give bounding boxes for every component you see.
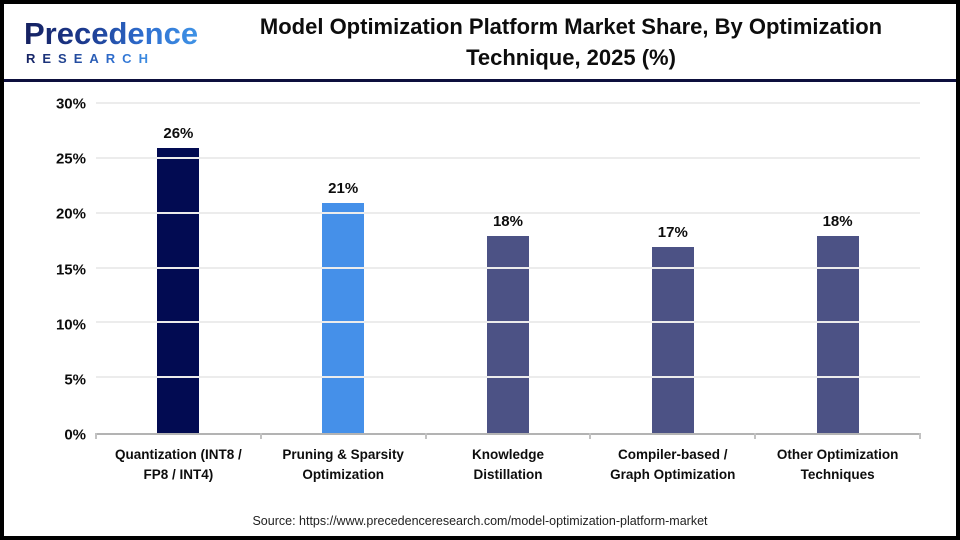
gridline <box>96 211 920 214</box>
x-axis-labels: Quantization (INT8 / FP8 / INT4) Pruning &… <box>96 445 920 485</box>
y-axis-labels: 0% 5% 10% 15% 20% 25% 30% <box>4 96 86 444</box>
gridline <box>96 321 920 324</box>
logo-wordmark: Precedence <box>24 16 199 51</box>
y-tick-label: 0% <box>64 426 86 444</box>
bar <box>486 235 529 433</box>
bar-value-label: 26% <box>163 124 194 142</box>
chart-title: Model Optimization Platform Market Share… <box>208 11 942 73</box>
x-axis-tick <box>754 433 757 439</box>
x-category-label-line: Graph Optimization <box>610 467 736 482</box>
y-tick-label: 15% <box>55 261 86 278</box>
x-axis-tick <box>95 433 97 439</box>
x-category-label: Compiler-based / Graph Optimization <box>590 445 755 485</box>
source-caption: Source: https://www.precedenceresearch.c… <box>252 514 708 528</box>
x-category-label-line: Compiler-based / <box>618 447 728 462</box>
header: Precedence RESEARCH Model Optimization P… <box>4 4 956 82</box>
x-category-label: Pruning & Sparsity Optimization <box>261 445 426 485</box>
gridline <box>96 266 920 269</box>
precedence-research-logo: Precedence RESEARCH <box>18 18 208 65</box>
x-axis-tick <box>424 433 427 439</box>
x-category-label: Knowledge Distillation <box>426 445 591 485</box>
bar-value-label: 21% <box>328 179 359 197</box>
x-category-label-line: Quantization (INT8 / <box>115 447 242 462</box>
x-category-label-line: FP8 / INT4) <box>143 467 214 482</box>
gridline <box>96 156 920 159</box>
x-axis-tick <box>919 433 921 439</box>
bar-cell: 18% <box>426 104 591 433</box>
chart-title-line2: Technique, 2025 (%) <box>466 44 676 70</box>
x-axis-tick <box>259 433 262 439</box>
y-tick-label: 30% <box>55 95 86 113</box>
x-category-label-line: Distillation <box>473 467 543 482</box>
bar <box>322 202 365 433</box>
x-category-label-line: Techniques <box>800 467 875 482</box>
plot-region: 26% 21% 18% 17% 18% <box>95 102 921 439</box>
x-category-label: Quantization (INT8 / FP8 / INT4) <box>96 445 261 485</box>
y-tick-label: 20% <box>55 205 86 223</box>
logo-subtitle: RESEARCH <box>26 51 155 66</box>
y-tick-label: 5% <box>64 371 86 389</box>
gridline <box>96 102 920 104</box>
y-tick-label: 25% <box>55 150 86 168</box>
bar-cell: 21% <box>261 104 426 433</box>
bar <box>651 246 694 433</box>
x-category-label: Other Optimization Techniques <box>755 445 920 485</box>
bar <box>816 235 859 433</box>
chart-title-line1: Model Optimization Platform Market Share… <box>259 13 883 39</box>
x-axis-tick <box>589 433 592 439</box>
x-category-label-line: Optimization <box>302 467 385 482</box>
y-tick-label: 10% <box>55 316 86 334</box>
bar <box>157 147 200 433</box>
bar-series: 26% 21% 18% 17% 18% <box>96 104 920 433</box>
bar-cell: 18% <box>755 104 920 433</box>
bar-cell: 17% <box>590 104 755 433</box>
gridline <box>96 376 920 379</box>
bar-value-label: 18% <box>492 212 523 230</box>
x-category-label-line: Other Optimization <box>776 447 899 462</box>
bar-cell: 26% <box>96 104 261 433</box>
chart-area: 0% 5% 10% 15% 20% 25% 30% 26% 21% 18% 17% 18% Quan… <box>4 82 956 494</box>
x-category-label-line: Pruning & Sparsity <box>282 447 404 462</box>
x-category-label-line: Knowledge <box>471 447 544 462</box>
bar-value-label: 18% <box>822 212 853 230</box>
bar-value-label: 17% <box>657 223 688 241</box>
